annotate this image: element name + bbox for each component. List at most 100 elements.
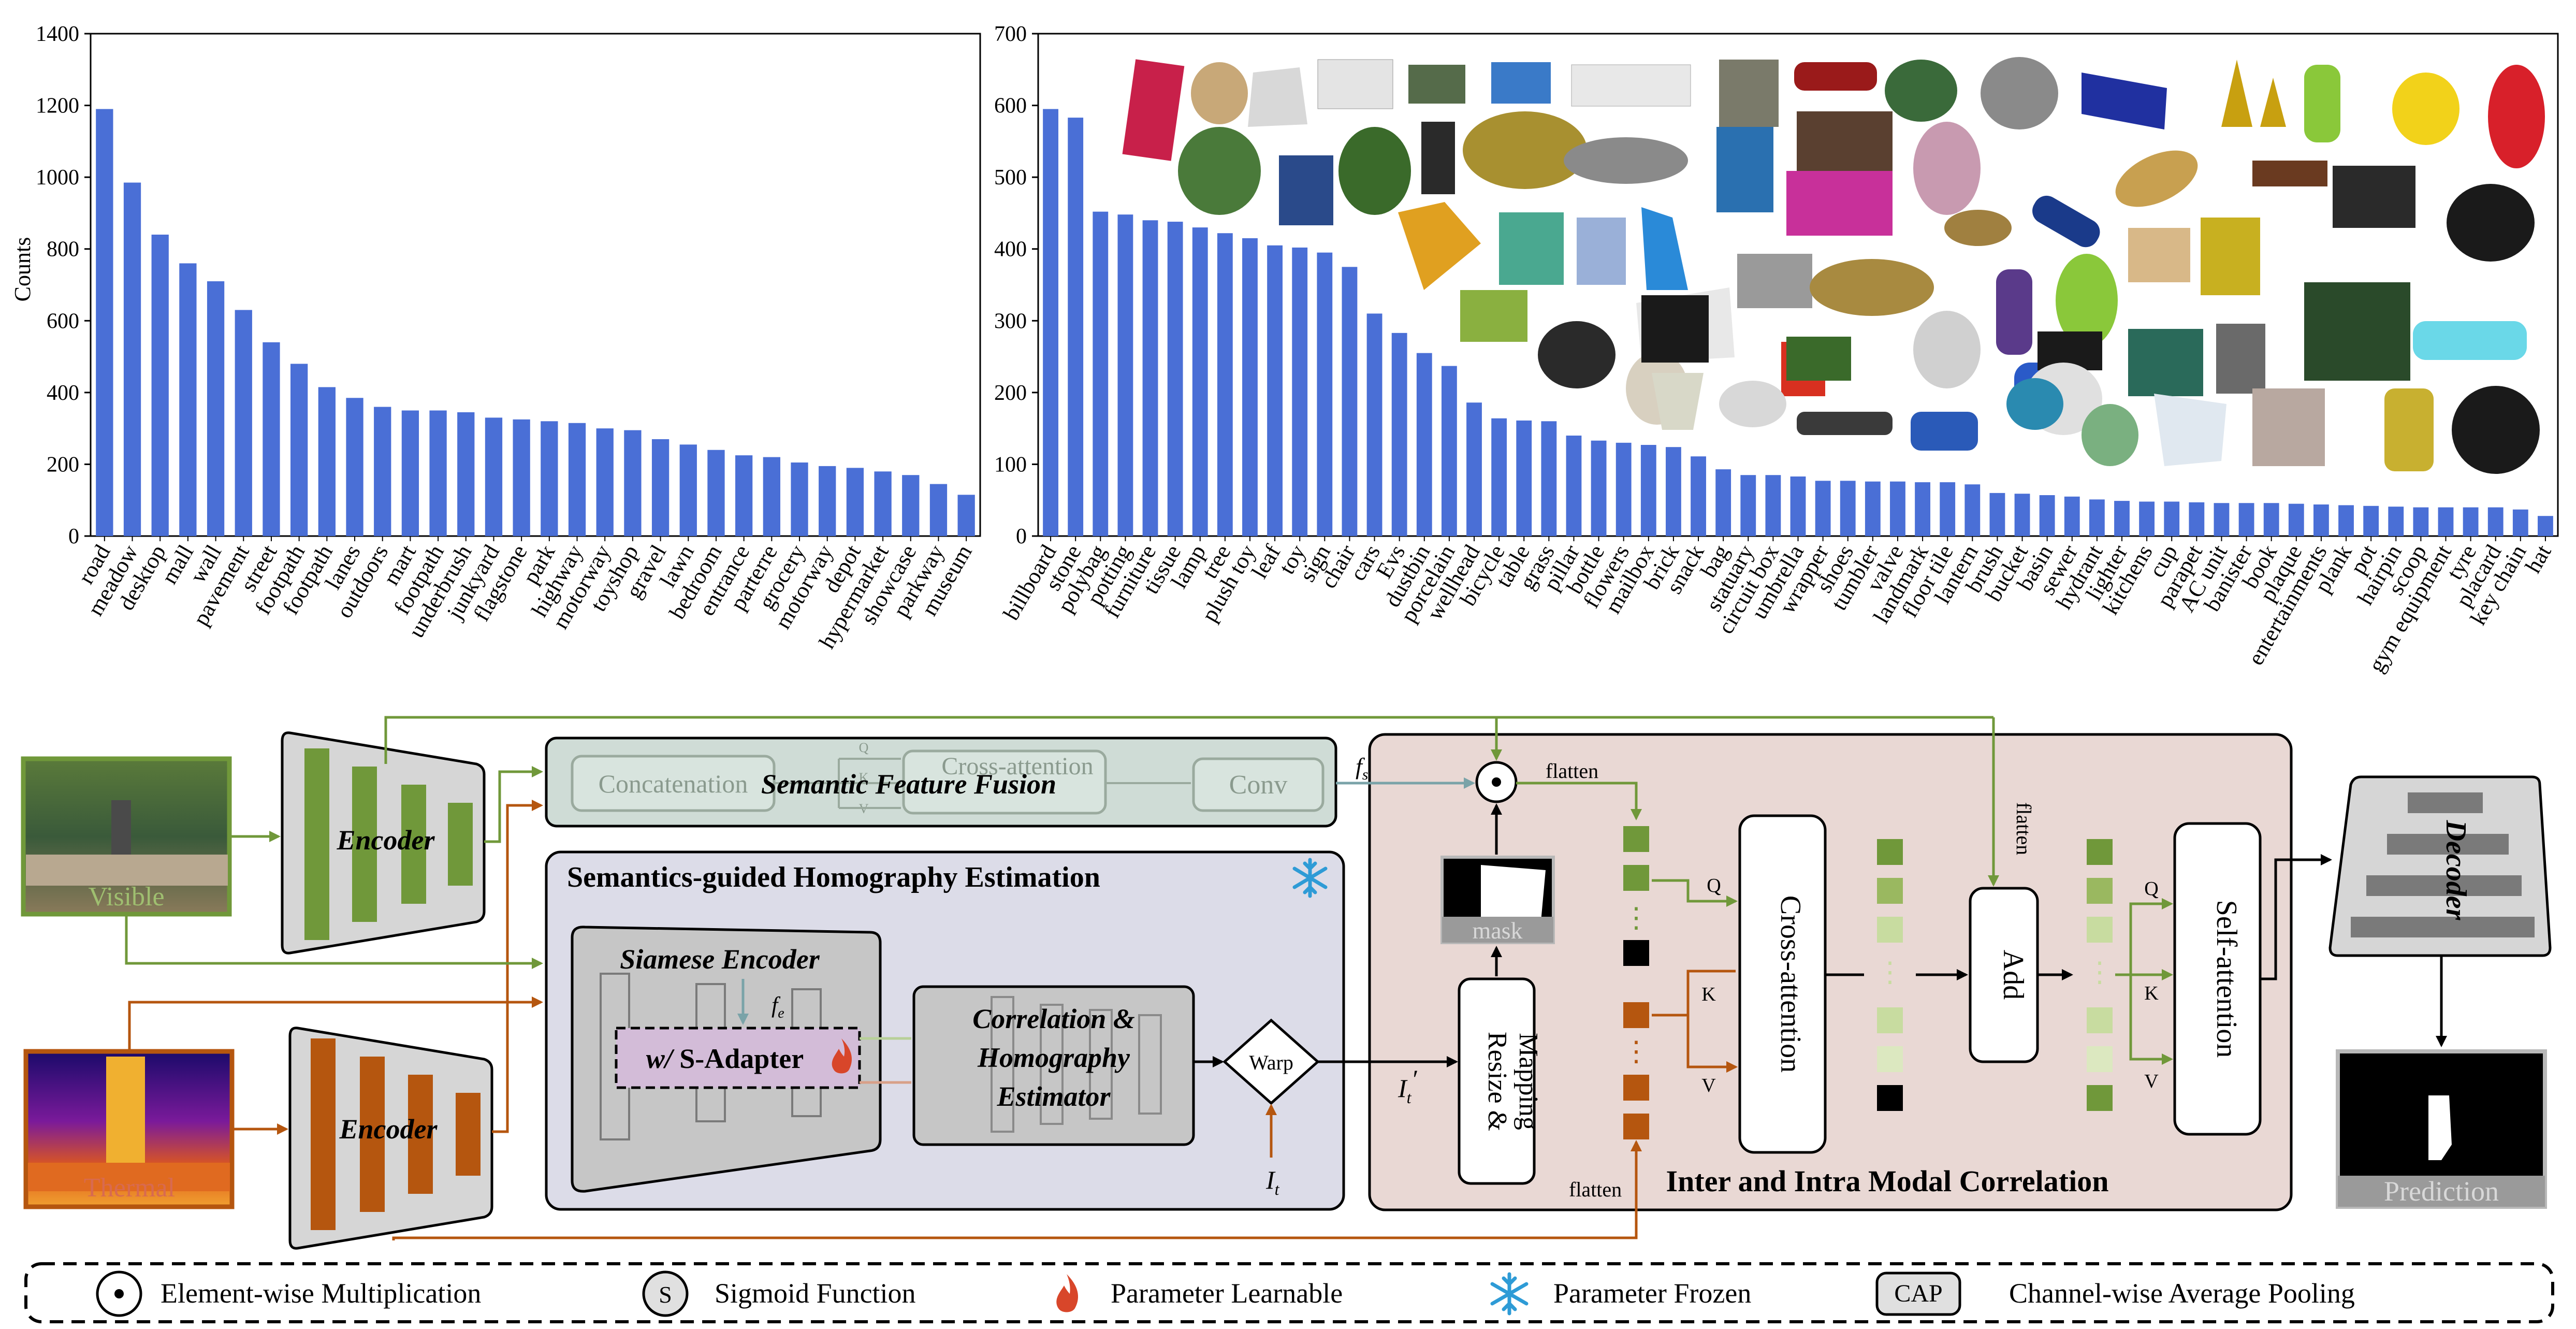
- enc-v-bar2: [352, 767, 377, 922]
- bar-bag: [1715, 469, 1731, 536]
- bar-kitchens: [2139, 501, 2155, 536]
- add-label: Add: [1997, 950, 2029, 1000]
- bar-meadow: [123, 182, 141, 536]
- chart2-y-axis: 0 100 200 300 400 500 600 700: [994, 22, 1038, 548]
- thumb-plant2: [1338, 127, 1411, 215]
- iimc-title: Inter and Intra Modal Correlation: [1666, 1164, 2109, 1198]
- chart1-y-axis: 0 200 400 600 800 1000 1200 1400: [36, 22, 91, 548]
- sff-conv-box: [1192, 757, 1325, 812]
- siamese-label: Siamese Encoder: [620, 944, 820, 975]
- flatten-label-1: flatten: [1546, 759, 1598, 783]
- corr-line3: Estimator: [996, 1081, 1111, 1112]
- thumb-torch: [2032, 195, 2100, 248]
- bar-parterre: [763, 457, 780, 536]
- y-tick-label: 400: [994, 238, 1027, 262]
- ao-token-4: [2087, 1007, 2113, 1033]
- bar-basin: [2039, 495, 2055, 536]
- thumb-tree: [2304, 282, 2410, 381]
- bar-brush: [1989, 493, 2005, 536]
- bar-hydrant: [2089, 499, 2105, 536]
- thumb-plant3: [1786, 337, 1851, 381]
- fs-label: fs: [1356, 753, 1368, 783]
- bar-bottle: [1591, 440, 1607, 536]
- chart2-bars: [1043, 109, 2553, 537]
- architecture-diagram: Visible Thermal Encoder Encoder: [21, 716, 2552, 1250]
- thumb-plant: [1178, 127, 1261, 215]
- thumb-cloth: [2154, 394, 2226, 466]
- enc-v-bar4: [448, 803, 473, 886]
- bar-cars: [1366, 313, 1382, 536]
- visible-to-she: [125, 914, 543, 969]
- bar-entrance: [735, 455, 753, 536]
- thermal-floor: [28, 1163, 230, 1191]
- ao-token-2: [2087, 878, 2113, 904]
- bar-cup: [2164, 501, 2180, 536]
- thumb-arcade: [2201, 218, 2260, 295]
- bar-footpath: [318, 387, 336, 536]
- bar-tissue: [1167, 222, 1183, 536]
- self-label: Self-attention: [2210, 900, 2243, 1058]
- dec-bar3: [2366, 875, 2522, 896]
- co-dots: ⋮: [1876, 957, 1904, 988]
- inter-intra-modal-correlation: Inter and Intra Modal Correlation mask R…: [1318, 717, 2293, 1211]
- legend-sigmoid-symbol: [642, 1270, 689, 1317]
- resize-line1: Resize &: [1482, 1032, 1512, 1131]
- warp-diamond: [1222, 1018, 1320, 1105]
- enc-v-bar1: [304, 748, 329, 940]
- thumb-spoon: [2056, 254, 2118, 347]
- dec-bar4: [2351, 917, 2535, 937]
- bar-floor-tile: [1940, 482, 1956, 536]
- bar-parapet: [2189, 502, 2205, 536]
- s-adapter-box: [615, 1027, 861, 1089]
- thumb-rock: [1913, 311, 1981, 388]
- thumb-snack: [1810, 259, 1934, 316]
- bar-park: [541, 421, 558, 536]
- thumb-pot2: [1538, 321, 1616, 388]
- bar-bicycle: [1491, 418, 1507, 536]
- fire-icon: [832, 1038, 852, 1074]
- legend-fire-icon: [1056, 1274, 1079, 1312]
- legend: Element-wise Multiplication S Sigmoid Fu…: [24, 1262, 2554, 1323]
- y-tick-label: 1400: [36, 22, 79, 46]
- bar-motorway: [596, 428, 614, 536]
- thermal-label: Thermal: [84, 1173, 175, 1203]
- warp-label: Warp: [1249, 1051, 1293, 1074]
- bar-furniture: [1142, 220, 1158, 536]
- thumb-box-blue: [1491, 62, 1551, 104]
- sff-concat-label: Concatenation: [599, 769, 748, 798]
- x-tick-label: hat: [2520, 541, 2556, 577]
- q-token-2: [1623, 865, 1649, 891]
- thumb-lantern-red: [1794, 62, 1877, 91]
- multiply-to-q: [1516, 782, 1642, 820]
- thumb-circuit: [1408, 65, 1465, 104]
- bar-junkyard: [485, 417, 503, 536]
- thumb-flowers: [1786, 171, 1893, 236]
- co-token-5: [1877, 1046, 1903, 1072]
- q-to-cross: [1652, 879, 1738, 907]
- bar-tyre: [2463, 507, 2479, 536]
- sff-cross-label: Cross-attention: [941, 753, 1093, 780]
- bar-showcase: [902, 475, 920, 536]
- thumb-signpost: [2252, 161, 2327, 186]
- ao-token-3: [2087, 917, 2113, 943]
- kv-token-3: [1623, 1114, 1649, 1139]
- bar-bedroom: [707, 450, 725, 536]
- thumb-shoes: [2252, 388, 2325, 466]
- thumb-can: [2304, 65, 2340, 142]
- iimc-cross-attention-box: [1738, 814, 1827, 1154]
- bar-ac-unit: [2214, 503, 2230, 536]
- thumb-gym: [1641, 207, 1688, 290]
- bar-polybag: [1093, 211, 1109, 537]
- y-tick-label: 500: [994, 166, 1027, 190]
- enc-v-to-sff: [484, 766, 543, 843]
- cross-k-label: K: [1701, 984, 1716, 1005]
- bar-brick: [1666, 447, 1681, 536]
- bar-lamp: [1192, 227, 1208, 537]
- bar-flagstone: [513, 419, 530, 536]
- ao-token-5: [2087, 1046, 2113, 1072]
- thumb-toy-green: [2082, 404, 2138, 466]
- bar-stone: [1068, 118, 1084, 537]
- thumb-pipe: [1797, 412, 1893, 435]
- thumb-tyre: [2452, 386, 2540, 474]
- legend-frame: [24, 1262, 2554, 1323]
